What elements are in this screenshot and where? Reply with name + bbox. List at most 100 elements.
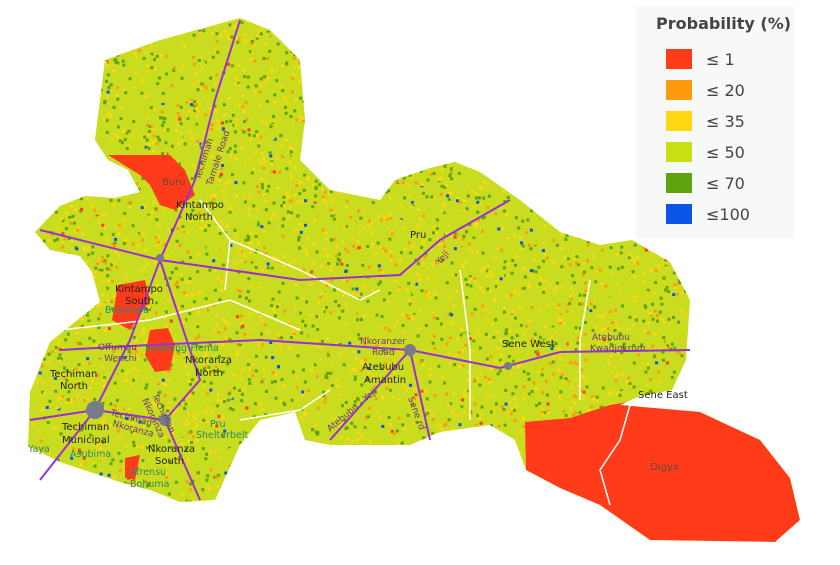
raster-cell: [371, 161, 375, 165]
raster-cell: [72, 175, 76, 179]
raster-cell: [518, 449, 521, 453]
raster-cell: [510, 271, 514, 275]
raster-cell: [565, 105, 569, 109]
raster-cell: [86, 313, 90, 317]
raster-cell: [619, 64, 623, 68]
raster-cell: [577, 137, 581, 141]
raster-cell: [805, 476, 808, 479]
raster-cell: [274, 181, 278, 185]
raster-cell: [125, 131, 129, 135]
raster-cell: [578, 95, 582, 99]
raster-cell: [702, 284, 706, 288]
raster-cell: [740, 343, 744, 347]
raster-cell: [302, 188, 306, 192]
raster-cell: [346, 26, 350, 29]
raster-cell: [386, 87, 390, 91]
raster-cell: [436, 18, 440, 21]
raster-cell: [240, 51, 244, 55]
raster-cell: [626, 204, 630, 208]
raster-cell: [348, 461, 352, 465]
raster-cell: [323, 200, 327, 204]
raster-cell: [341, 29, 345, 33]
raster-cell: [101, 259, 105, 263]
raster-cell: [575, 362, 579, 366]
raster-cell: [760, 378, 764, 382]
raster-cell: [94, 485, 98, 489]
raster-cell: [323, 79, 327, 83]
raster-cell: [233, 362, 237, 366]
raster-cell: [251, 75, 255, 79]
raster-cell: [537, 106, 541, 109]
raster-cell: [147, 108, 151, 112]
raster-cell: [93, 208, 96, 212]
raster-cell: [116, 61, 120, 65]
raster-cell: [456, 196, 460, 200]
raster-cell: [494, 318, 498, 322]
raster-cell: [84, 121, 88, 125]
raster-cell: [243, 262, 247, 266]
raster-cell: [111, 35, 115, 39]
raster-cell: [462, 234, 466, 238]
raster-cell: [154, 301, 158, 305]
raster-cell: [391, 146, 395, 149]
raster-cell: [543, 177, 547, 181]
raster-cell: [488, 319, 492, 323]
raster-cell: [263, 44, 267, 48]
raster-cell: [157, 18, 161, 22]
raster-cell: [720, 313, 724, 317]
raster-cell: [69, 166, 73, 170]
raster-cell: [803, 76, 806, 79]
raster-cell: [724, 292, 728, 296]
raster-cell: [612, 81, 616, 85]
raster-cell: [516, 436, 520, 440]
raster-cell: [494, 367, 498, 370]
raster-cell: [300, 273, 304, 276]
raster-cell: [303, 445, 307, 449]
raster-cell: [285, 470, 289, 474]
raster-cell: [166, 533, 170, 537]
raster-cell: [227, 37, 231, 41]
raster-cell: [197, 291, 201, 295]
raster-cell: [64, 227, 68, 231]
raster-cell: [475, 64, 479, 68]
raster-cell: [525, 487, 529, 491]
raster-cell: [566, 379, 570, 383]
raster-cell: [369, 18, 373, 20]
raster-cell: [196, 141, 200, 145]
raster-cell: [228, 23, 232, 27]
raster-cell: [613, 219, 617, 223]
raster-cell: [49, 87, 53, 91]
raster-cell: [420, 18, 424, 19]
raster-cell: [449, 519, 453, 523]
raster-cell: [212, 96, 216, 100]
raster-cell: [802, 39, 805, 42]
raster-cell: [585, 32, 589, 36]
raster-cell: [586, 161, 590, 165]
raster-cell: [465, 292, 469, 296]
raster-cell: [728, 542, 731, 545]
raster-cell: [224, 317, 227, 321]
raster-cell: [492, 113, 496, 116]
raster-cell: [211, 88, 215, 92]
raster-cell: [244, 39, 247, 43]
raster-cell: [105, 131, 109, 134]
raster-cell: [804, 294, 807, 297]
raster-cell: [180, 518, 184, 522]
raster-cell: [223, 163, 227, 167]
raster-cell: [132, 254, 136, 258]
raster-cell: [332, 328, 336, 332]
raster-cell: [489, 20, 493, 24]
raster-cell: [566, 121, 570, 125]
raster-cell: [593, 163, 597, 167]
raster-cell: [140, 502, 144, 506]
raster-cell: [87, 253, 91, 257]
raster-cell: [186, 116, 190, 120]
raster-cell: [667, 290, 670, 294]
raster-cell: [436, 357, 439, 361]
raster-cell: [343, 419, 347, 422]
raster-cell: [66, 353, 70, 357]
raster-cell: [61, 168, 65, 172]
raster-cell: [459, 175, 463, 179]
raster-cell: [323, 248, 327, 252]
raster-cell: [88, 112, 92, 116]
